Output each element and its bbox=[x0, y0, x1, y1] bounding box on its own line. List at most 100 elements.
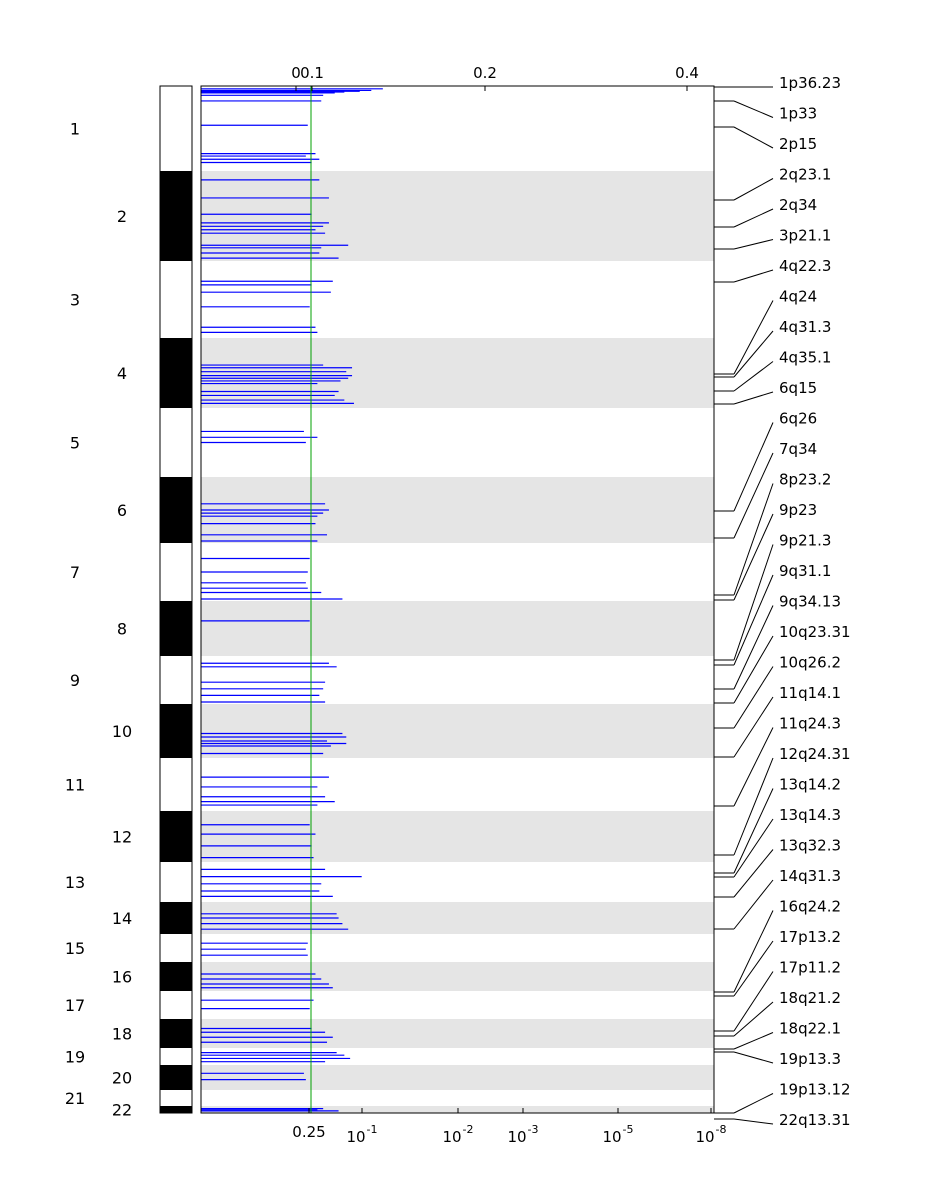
locus-label: 10q23.31 bbox=[779, 623, 851, 641]
ideogram-segment bbox=[160, 408, 192, 477]
locus-leader-line bbox=[733, 178, 774, 201]
chromosome-label: 18 bbox=[112, 1025, 132, 1044]
locus-leader-line bbox=[733, 330, 774, 378]
chromosome-label: 10 bbox=[112, 722, 132, 741]
bottom-tick-exponent: -3 bbox=[528, 1123, 539, 1136]
locus-leader-line bbox=[733, 513, 774, 601]
locus-leader-line bbox=[733, 100, 774, 118]
locus-label: 13q14.2 bbox=[779, 776, 841, 794]
locus-label: 6q15 bbox=[779, 379, 817, 397]
chromosome-label: 14 bbox=[112, 909, 132, 928]
ideogram-segment bbox=[160, 601, 192, 656]
chromosome-band bbox=[201, 962, 714, 991]
chromosome-label: 6 bbox=[117, 501, 127, 520]
chromosome-label: 8 bbox=[117, 620, 127, 639]
locus-leader-line bbox=[733, 605, 774, 690]
chromosome-band bbox=[201, 338, 714, 408]
locus-leader-line bbox=[733, 391, 774, 405]
ideogram-segment bbox=[160, 758, 192, 811]
locus-leader-line bbox=[733, 849, 774, 898]
chromosome-label: 4 bbox=[117, 364, 127, 383]
locus-label: 13q14.3 bbox=[779, 806, 841, 824]
bottom-tick-label: 0.25 bbox=[292, 1123, 325, 1141]
ideogram-segment bbox=[160, 656, 192, 704]
locus-leader-line bbox=[733, 1093, 774, 1114]
locus-label: 9q34.13 bbox=[779, 593, 841, 611]
ideogram-segment bbox=[160, 862, 192, 902]
locus-label: 11q14.1 bbox=[779, 684, 841, 702]
locus-leader-line bbox=[733, 788, 774, 874]
top-tick-label: 0.4 bbox=[675, 64, 699, 82]
locus-label: 18q22.1 bbox=[779, 1020, 841, 1038]
top-tick-label: 0.2 bbox=[473, 64, 497, 82]
ideogram-segment bbox=[160, 1090, 192, 1106]
ideogram-outline bbox=[159, 85, 193, 1114]
chromosome-ideogram bbox=[159, 85, 193, 1114]
locus-leader-line bbox=[733, 574, 774, 666]
top-axis: 0 0.1 0.2 0.4 bbox=[291, 64, 699, 91]
locus-leader-line bbox=[733, 940, 774, 997]
bottom-tick-exponent: -5 bbox=[623, 1123, 634, 1136]
chromosome-label: 9 bbox=[70, 671, 80, 690]
ideogram-segment bbox=[160, 171, 192, 261]
locus-label: 9p23 bbox=[779, 501, 817, 519]
locus-label: 17p13.2 bbox=[779, 928, 841, 946]
ideogram-segment bbox=[160, 934, 192, 962]
bottom-tick-base: 10 bbox=[442, 1128, 461, 1146]
chromosome-label: 11 bbox=[65, 776, 85, 795]
locus-leader-line bbox=[733, 483, 774, 596]
locus-leader-line bbox=[733, 757, 774, 856]
ideogram-segment bbox=[160, 704, 192, 758]
locus-leader-line bbox=[733, 635, 774, 704]
chromosome-label: 12 bbox=[112, 828, 132, 847]
locus-label: 12q24.31 bbox=[779, 745, 851, 763]
locus-label: 10q26.2 bbox=[779, 654, 841, 672]
locus-label: 14q31.3 bbox=[779, 867, 841, 885]
bottom-axis: 0.25 10 -1 10 -2 10 -3 10 -5 10 -8 bbox=[292, 1108, 726, 1146]
bottom-tick-base: 10 bbox=[507, 1128, 526, 1146]
chromosome-label: 15 bbox=[65, 939, 85, 958]
chromosome-label: 5 bbox=[70, 434, 80, 453]
locus-label: 9q31.1 bbox=[779, 562, 831, 580]
ideogram-segment bbox=[160, 1106, 192, 1113]
locus-label: 13q32.3 bbox=[779, 837, 841, 855]
bottom-tick-exponent: -1 bbox=[367, 1123, 378, 1136]
chromosome-band bbox=[201, 811, 714, 862]
ideogram-segment bbox=[160, 261, 192, 338]
locus-label: 19p13.3 bbox=[779, 1050, 841, 1068]
locus-leader-line bbox=[733, 666, 774, 729]
locus-label: 8p23.2 bbox=[779, 471, 831, 489]
locus-label: 2p15 bbox=[779, 135, 817, 153]
locus-label: 11q24.3 bbox=[779, 715, 841, 733]
chromosome-label: 13 bbox=[65, 873, 85, 892]
locus-label: 2q34 bbox=[779, 196, 817, 214]
locus-leader-line bbox=[733, 126, 774, 149]
ideogram-segment bbox=[160, 1019, 192, 1048]
chromosome-label: 19 bbox=[65, 1048, 85, 1067]
top-tick-label: 0.1 bbox=[300, 64, 324, 82]
locus-label: 18q21.2 bbox=[779, 989, 841, 1007]
chromosome-label: 3 bbox=[70, 291, 80, 310]
locus-leader-line bbox=[733, 1032, 774, 1050]
chromosome-band bbox=[201, 704, 714, 758]
ideogram-segment bbox=[160, 543, 192, 601]
association-bars bbox=[201, 88, 383, 1112]
locus-label: 6q26 bbox=[779, 410, 817, 428]
locus-leader-line bbox=[733, 544, 774, 661]
locus-label: 1p33 bbox=[779, 105, 817, 123]
ideogram-segment bbox=[160, 477, 192, 543]
locus-leader-line bbox=[733, 1001, 774, 1037]
chromosome-label: 2 bbox=[117, 207, 127, 226]
locus-leader-line bbox=[733, 422, 774, 512]
chromosome-bands bbox=[201, 171, 714, 1113]
locus-label: 17p11.2 bbox=[779, 959, 841, 977]
ideogram-segment bbox=[160, 902, 192, 934]
chromosome-label: 22 bbox=[112, 1101, 132, 1120]
locus-leader-line bbox=[733, 971, 774, 1032]
locus-label: 3p21.1 bbox=[779, 227, 831, 245]
locus-leader-line bbox=[733, 239, 774, 250]
chromosome-band bbox=[201, 171, 714, 261]
chromosome-label: 21 bbox=[65, 1089, 85, 1108]
